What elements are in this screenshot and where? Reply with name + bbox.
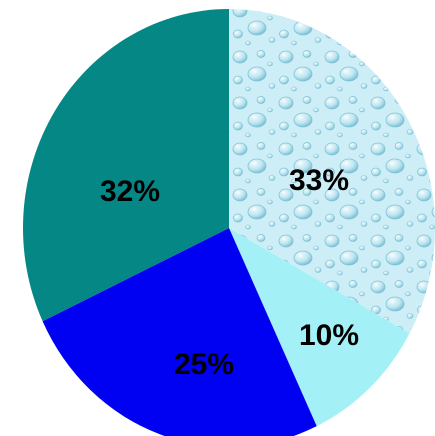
slice-label-3: 25% xyxy=(174,348,234,381)
pie-slice-1 xyxy=(229,9,435,334)
pie-slice-2 xyxy=(229,228,410,427)
slice-label-2: 10% xyxy=(299,319,359,352)
pie-slice-3 xyxy=(42,228,317,436)
slice-label-1: 33% xyxy=(289,164,349,197)
pie-slice-4 xyxy=(23,9,230,322)
slice-label-4: 32% xyxy=(100,175,160,208)
